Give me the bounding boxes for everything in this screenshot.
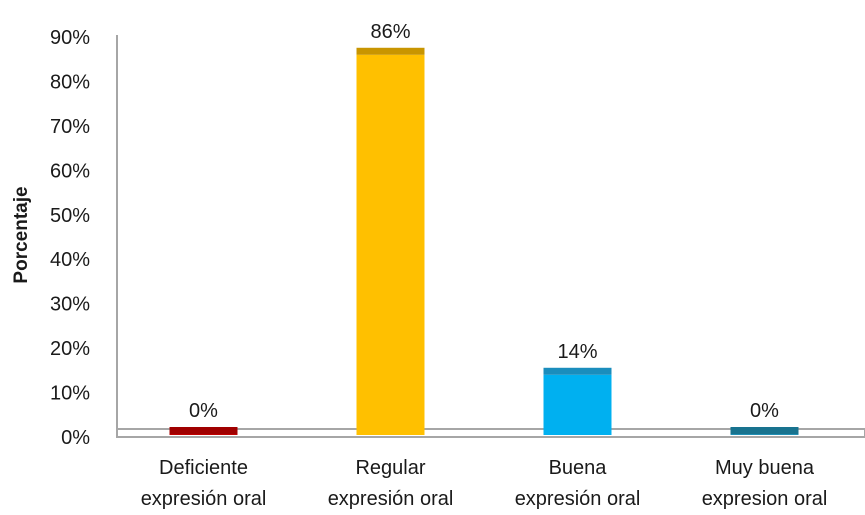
category-labels: Deficiente expresión oral Regular expresión… [141, 457, 828, 510]
bar [543, 374, 612, 435]
bars [169, 47, 799, 436]
bar-top [169, 427, 238, 434]
y-tick-label: 50% [50, 205, 90, 227]
bar-top [730, 427, 799, 434]
data-label: 86% [370, 21, 410, 43]
category-label: Deficiente [159, 457, 248, 479]
category-label: expresión oral [515, 488, 641, 510]
y-axis-ticks: 0% 10% 20% 30% 40% 50% 60% 70% 80% 90% [50, 27, 90, 449]
bar [356, 54, 425, 436]
data-label: 0% [750, 400, 779, 422]
bar-top [356, 47, 425, 55]
y-tick-label: 60% [50, 160, 90, 182]
category-label: Buena [549, 457, 608, 479]
category-label: expresion oral [702, 488, 828, 510]
category-label: expresión oral [328, 488, 454, 510]
category-label: expresión oral [141, 488, 267, 510]
y-tick-label: 80% [50, 71, 90, 93]
data-label: 0% [189, 400, 218, 422]
y-tick-label: 30% [50, 294, 90, 316]
y-tick-label: 10% [50, 383, 90, 405]
y-tick-label: 70% [50, 116, 90, 138]
category-label: Muy buena [715, 457, 815, 479]
y-tick-label: 20% [50, 338, 90, 360]
category-label: Regular [355, 457, 425, 479]
bar-top [543, 367, 612, 375]
y-tick-label: 40% [50, 249, 90, 271]
y-axis-title: Porcentaje [11, 186, 32, 283]
data-labels: 0% 86% 14% 0% [189, 21, 779, 422]
y-tick-label: 0% [61, 427, 90, 449]
y-tick-label: 90% [50, 27, 90, 49]
data-label: 14% [557, 341, 597, 363]
